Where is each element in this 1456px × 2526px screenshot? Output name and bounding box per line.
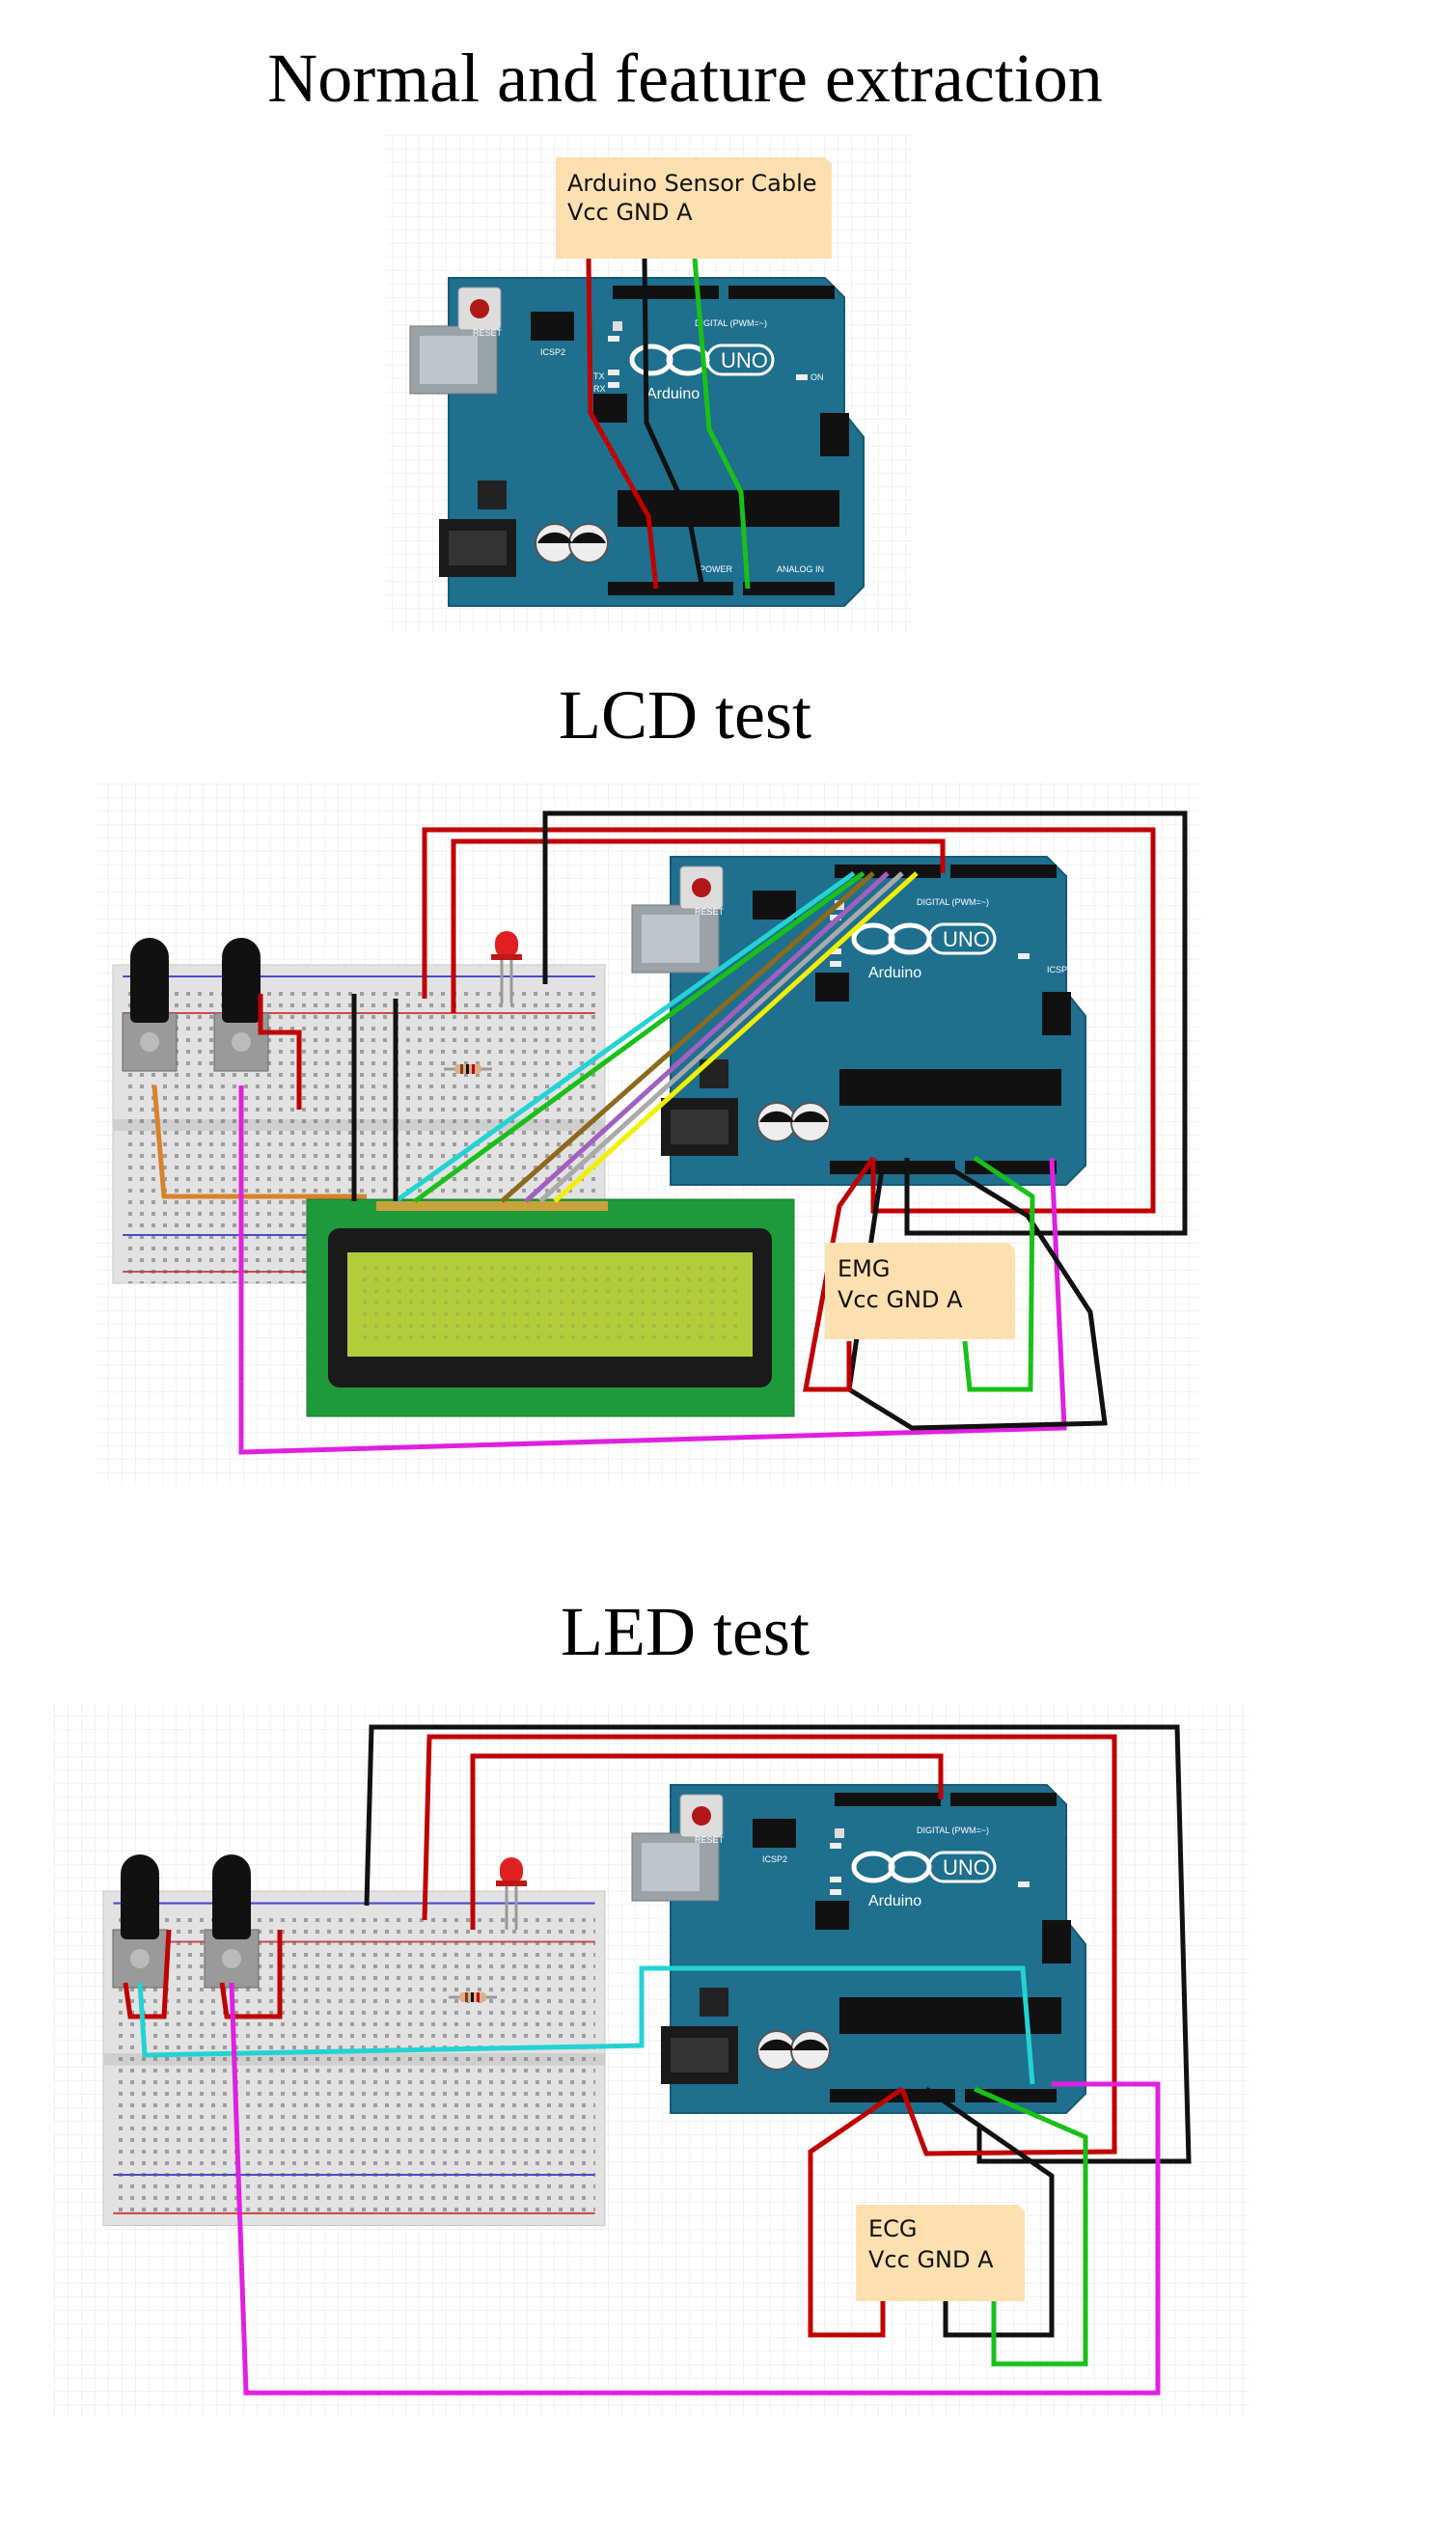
title-lcd: LCD test <box>559 676 811 754</box>
tx-label: TX <box>593 371 605 381</box>
wire-black-a <box>542 810 1188 1236</box>
analog-label: ANALOG IN <box>777 564 824 574</box>
wire-red-top <box>422 1734 1117 2156</box>
reset-label: RESET <box>473 328 503 338</box>
wire-red-pot1 <box>123 1929 172 2019</box>
wire-grey <box>538 871 904 1203</box>
title-normal: Normal and feature extraction <box>267 40 1103 117</box>
icsp-label: ICSP <box>1047 965 1067 975</box>
wire-orange <box>151 1085 367 1199</box>
model-label: UNO <box>721 348 768 372</box>
wire-green-lcd <box>413 870 865 1204</box>
wire-emg-analog <box>962 1155 1035 1392</box>
wire-ecg-analog <box>974 2086 1088 2367</box>
on-label: ON <box>810 372 824 382</box>
wire-emg-vcc <box>802 1156 876 1392</box>
reset-label: RESET <box>695 907 725 917</box>
wire-yellow <box>553 871 919 1203</box>
potentiometer-1 <box>122 937 178 1072</box>
potentiometer-3 <box>112 1853 168 1989</box>
wire-analog <box>692 258 751 590</box>
sensor-note-2: EMG Vcc GND A <box>825 1243 1015 1339</box>
note-line1: EMG <box>838 1255 890 1282</box>
breadboard-3 <box>101 1889 607 2227</box>
wire-brown <box>500 871 875 1203</box>
lcd-module <box>306 1198 795 1417</box>
brand-label: Arduino <box>646 386 700 402</box>
brand-label: Arduino <box>868 1893 921 1909</box>
brand-label: Arduino <box>868 965 921 981</box>
sensor-note-3: ECG Vcc GND A <box>856 2205 1025 2301</box>
note-line1: ECG <box>868 2215 918 2242</box>
diagram-lcd: RESET Arduino UNO DIGITAL (PWM=~) ICSP <box>96 782 1201 1486</box>
wire-red-led <box>470 1753 944 1930</box>
reset-label: RESET <box>695 1835 725 1845</box>
wire-purple <box>524 871 890 1203</box>
wire-gnd <box>642 258 705 590</box>
wire-ecg-gnd <box>924 2086 1055 2338</box>
wire-black-top <box>364 1724 1192 2164</box>
note-line2: Vcc GND A <box>838 1286 963 1313</box>
note-line2: Vcc GND A <box>567 199 693 226</box>
icsp2-label: ICSP2 <box>540 347 565 357</box>
sensor-note-1: Arduino Sensor Cable Vcc GND A <box>556 157 832 259</box>
model-label: UNO <box>943 927 990 951</box>
diagram-led: RESET ICSP2 Arduino UNO DIGITAL (PWM=~) … <box>53 1703 1250 2417</box>
wire-red-b <box>451 838 946 1013</box>
wire-red-c <box>258 994 302 1110</box>
wire-cyan-a0 <box>137 1965 1035 2085</box>
title-led: LED test <box>561 1593 810 1670</box>
wire-cyan <box>394 870 856 1204</box>
digital-label: DIGITAL (PWM=~) <box>917 1826 989 1835</box>
power-label: POWER <box>700 564 733 574</box>
wire-magenta <box>238 1085 1067 1455</box>
model-label: UNO <box>943 1855 990 1880</box>
note-line1: Arduino Sensor Cable <box>567 170 817 197</box>
digital-label: DIGITAL (PWM=~) <box>917 897 989 907</box>
wire-vcc <box>586 258 659 590</box>
diagram-normal: RESET ICSP2 Arduino UNO ON TX RX DIGITAL… <box>386 135 912 632</box>
rx-label: RX <box>593 384 606 394</box>
digital-label: DIGITAL (PWM=~) <box>695 318 767 328</box>
icsp2-label: ICSP2 <box>762 1854 787 1864</box>
wire-red-a <box>422 827 1156 1214</box>
wire-magenta <box>229 1982 1161 2396</box>
wire-ecg-vcc <box>808 2086 904 2338</box>
note-line2: Vcc GND A <box>868 2246 994 2273</box>
arduino-board-1: RESET ICSP2 Arduino UNO ON TX RX DIGITAL… <box>410 278 864 606</box>
wire-red-pot2 <box>219 1930 283 2019</box>
potentiometer-4 <box>204 1853 260 1989</box>
arduino-board-2: RESET Arduino UNO DIGITAL (PWM=~) ICSP <box>632 857 1085 1185</box>
arduino-board-3: RESET ICSP2 Arduino UNO DIGITAL (PWM=~) <box>632 1785 1085 2113</box>
